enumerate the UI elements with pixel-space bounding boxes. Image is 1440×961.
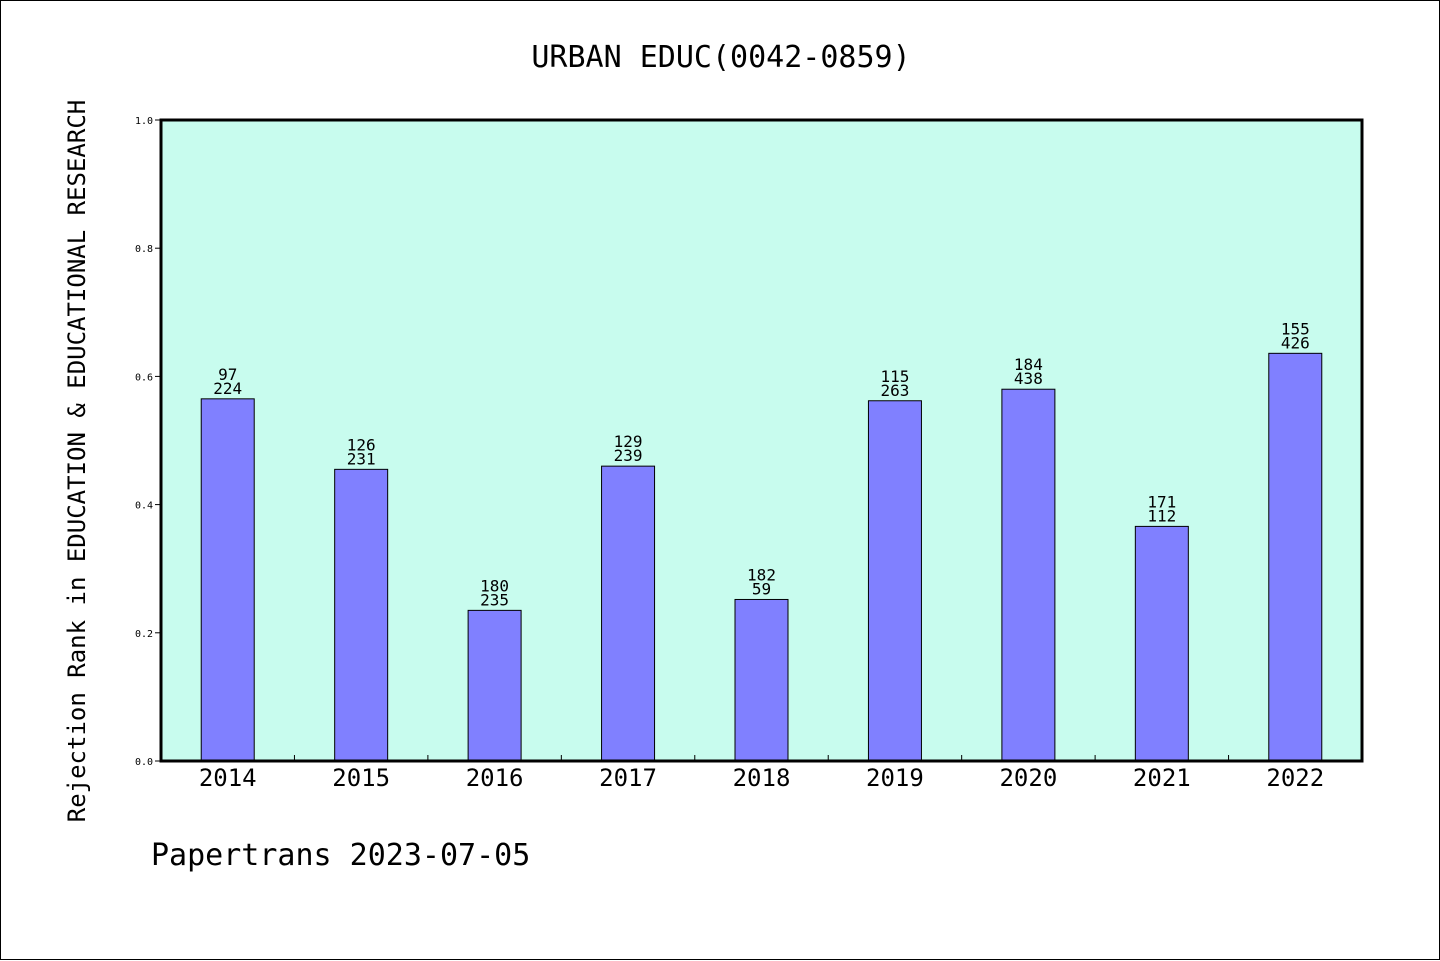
y-tick-label: 0.2 bbox=[135, 629, 153, 640]
bar-2017 bbox=[601, 465, 656, 762]
bar-label-top: 171 bbox=[1147, 492, 1176, 511]
bar-2020 bbox=[1001, 388, 1056, 762]
bar-label-bottom: 239 bbox=[614, 446, 643, 465]
x-tick-label: 2014 bbox=[199, 764, 257, 792]
x-tick-label: 2020 bbox=[999, 764, 1057, 792]
y-tick-label: 0.0 bbox=[135, 757, 153, 768]
x-tick-label: 2017 bbox=[599, 764, 657, 792]
x-tick-label: 2016 bbox=[466, 764, 524, 792]
bar-2016 bbox=[467, 609, 522, 762]
bar-label-top: 97 bbox=[218, 365, 237, 384]
bar-label-bottom: 438 bbox=[1014, 369, 1043, 388]
y-tick-label: 0.4 bbox=[135, 501, 153, 512]
bar-label-bottom: 231 bbox=[347, 449, 376, 468]
bar-label-top: 155 bbox=[1281, 319, 1310, 338]
y-tick-label: 0.6 bbox=[135, 372, 153, 383]
chart-title: URBAN EDUC(0042-0859) bbox=[531, 40, 910, 75]
bar-label-top: 129 bbox=[614, 432, 643, 451]
bar-2021 bbox=[1134, 525, 1189, 762]
bar-2019 bbox=[867, 400, 922, 762]
bar-label-top: 184 bbox=[1014, 355, 1043, 374]
footer-credit: Papertrans 2023-07-05 bbox=[151, 838, 530, 873]
bar-2014 bbox=[200, 398, 255, 762]
y-tick-label: 1.0 bbox=[135, 116, 153, 127]
plot-border bbox=[159, 118, 1364, 763]
bar-label-bottom: 263 bbox=[880, 381, 909, 400]
x-axis: 2014 2015 2016 2017 2018 2019 2020 2021 2022 bbox=[199, 755, 1324, 792]
bar-label-bottom: 112 bbox=[1147, 506, 1176, 525]
bar-label-bottom: 426 bbox=[1281, 333, 1310, 352]
y-axis: 0.0 0.2 0.4 0.6 0.8 1.0 bbox=[135, 116, 161, 768]
y-axis-label: Rejection Rank in EDUCATION & EDUCATIONA… bbox=[63, 100, 91, 822]
bar-label-top: 180 bbox=[480, 576, 509, 595]
bar-2018 bbox=[734, 598, 789, 762]
bar-2015 bbox=[334, 468, 389, 762]
bar-label-top: 115 bbox=[880, 367, 909, 386]
bar-label-top: 126 bbox=[347, 435, 376, 454]
bar-label-top: 182 bbox=[747, 565, 776, 584]
x-tick-label: 2021 bbox=[1133, 764, 1191, 792]
x-tick-label: 2015 bbox=[332, 764, 390, 792]
bar-label-bottom: 224 bbox=[213, 379, 242, 398]
bar-label-bottom: 235 bbox=[480, 590, 509, 609]
x-tick-label: 2022 bbox=[1266, 764, 1324, 792]
x-tick-label: 2018 bbox=[733, 764, 791, 792]
x-tick-label: 2019 bbox=[866, 764, 924, 792]
y-tick-label: 0.8 bbox=[135, 244, 153, 255]
bar-2022 bbox=[1268, 352, 1323, 762]
bar-label-bottom: 59 bbox=[752, 579, 771, 598]
